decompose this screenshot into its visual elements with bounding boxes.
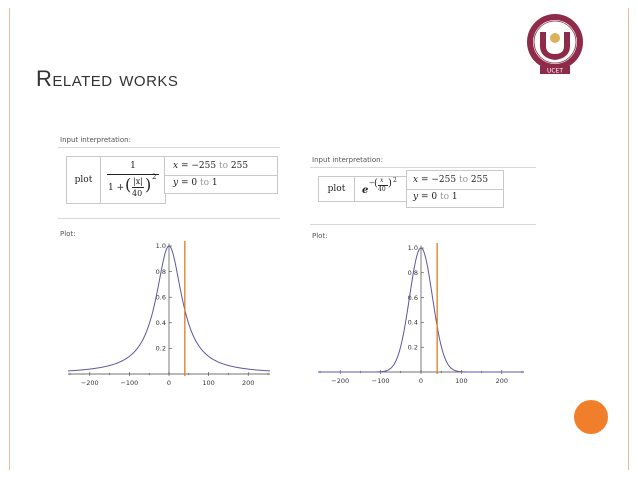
curve-series <box>318 247 524 373</box>
formula-box: plot e − ( x 40 ) 2 <box>318 176 408 202</box>
y-tick-label: 1.0 <box>408 244 418 252</box>
slide-title: Related works <box>36 66 179 91</box>
x-tick-label: 200 <box>496 377 508 385</box>
x-tick-label: −200 <box>331 377 349 385</box>
input-interpretation-label: Input interpretation: <box>60 136 131 144</box>
abs-x: |x| <box>133 177 143 186</box>
formula-expression: e − ( x 40 ) 2 <box>362 177 397 196</box>
x-tick-label: −100 <box>372 377 390 385</box>
fraction-numerator: x <box>380 177 384 184</box>
formula-expression: 1 1 + ( |x| 40 ) 2 <box>101 157 165 203</box>
y-tick-label: 0.6 <box>408 294 418 302</box>
denominator-prefix: 1 + <box>108 183 125 193</box>
x-tick-label: 200 <box>242 379 254 387</box>
accent-circle <box>574 400 608 434</box>
y-tick-label: 0.2 <box>408 343 418 351</box>
exponent: 2 <box>393 177 397 184</box>
y-range: y = 0 to 1 <box>173 178 218 188</box>
plot-word: plot <box>67 157 101 203</box>
right-wolfram-panel: Input interpretation: plot e − ( x 40 ) … <box>310 150 536 400</box>
formula-box: plot 1 1 + ( |x| 40 ) 2 <box>66 156 166 204</box>
x-range: x = −255 to 255 <box>173 161 249 171</box>
x-range: x = −255 to 255 <box>413 175 489 185</box>
left-wolfram-panel: Input interpretation: plot 1 1 + ( |x| 4… <box>58 136 280 398</box>
x-tick-label: 100 <box>455 377 467 385</box>
y-tick-label: 0.8 <box>408 269 418 277</box>
y-tick-label: 0.4 <box>156 319 166 327</box>
x-tick-label: −100 <box>120 379 138 387</box>
slide-border <box>9 8 629 470</box>
range-box: x = −255 to 255 y = 0 to 1 <box>406 170 504 208</box>
numerator: 1 <box>130 161 136 171</box>
plot-label: Plot: <box>312 232 328 240</box>
x-tick-label: 0 <box>419 377 423 385</box>
y-range: y = 0 to 1 <box>413 192 458 202</box>
x-tick-label: 100 <box>202 379 214 387</box>
input-interpretation-label: Input interpretation: <box>312 156 383 164</box>
minus-sign: − <box>369 179 375 187</box>
university-logo: UCET <box>527 14 583 75</box>
logo-u-shape <box>540 32 570 60</box>
y-tick-label: 1.0 <box>156 242 166 250</box>
plot-word: plot <box>319 177 355 201</box>
right-plot: −200 −100 0 100 200 0.2 0.4 0.6 0.8 1.0 <box>318 243 524 385</box>
range-box: x = −255 to 255 y = 0 to 1 <box>164 156 278 194</box>
fraction-denominator: 40 <box>378 186 386 193</box>
y-tick-label: 0.2 <box>156 345 166 353</box>
logo-emblem <box>550 33 560 43</box>
logo-caption: UCET <box>547 68 563 75</box>
y-tick-label: 0.6 <box>156 293 166 301</box>
curve-series <box>67 245 271 372</box>
exponent: 2 <box>152 173 157 181</box>
base-e: e <box>362 185 369 196</box>
plot-label: Plot: <box>60 230 76 238</box>
x-tick-label: 0 <box>167 379 171 387</box>
inner-denominator: 40 <box>132 189 143 198</box>
x-tick-label: −200 <box>81 379 99 387</box>
y-tick-label: 0.4 <box>408 319 418 327</box>
